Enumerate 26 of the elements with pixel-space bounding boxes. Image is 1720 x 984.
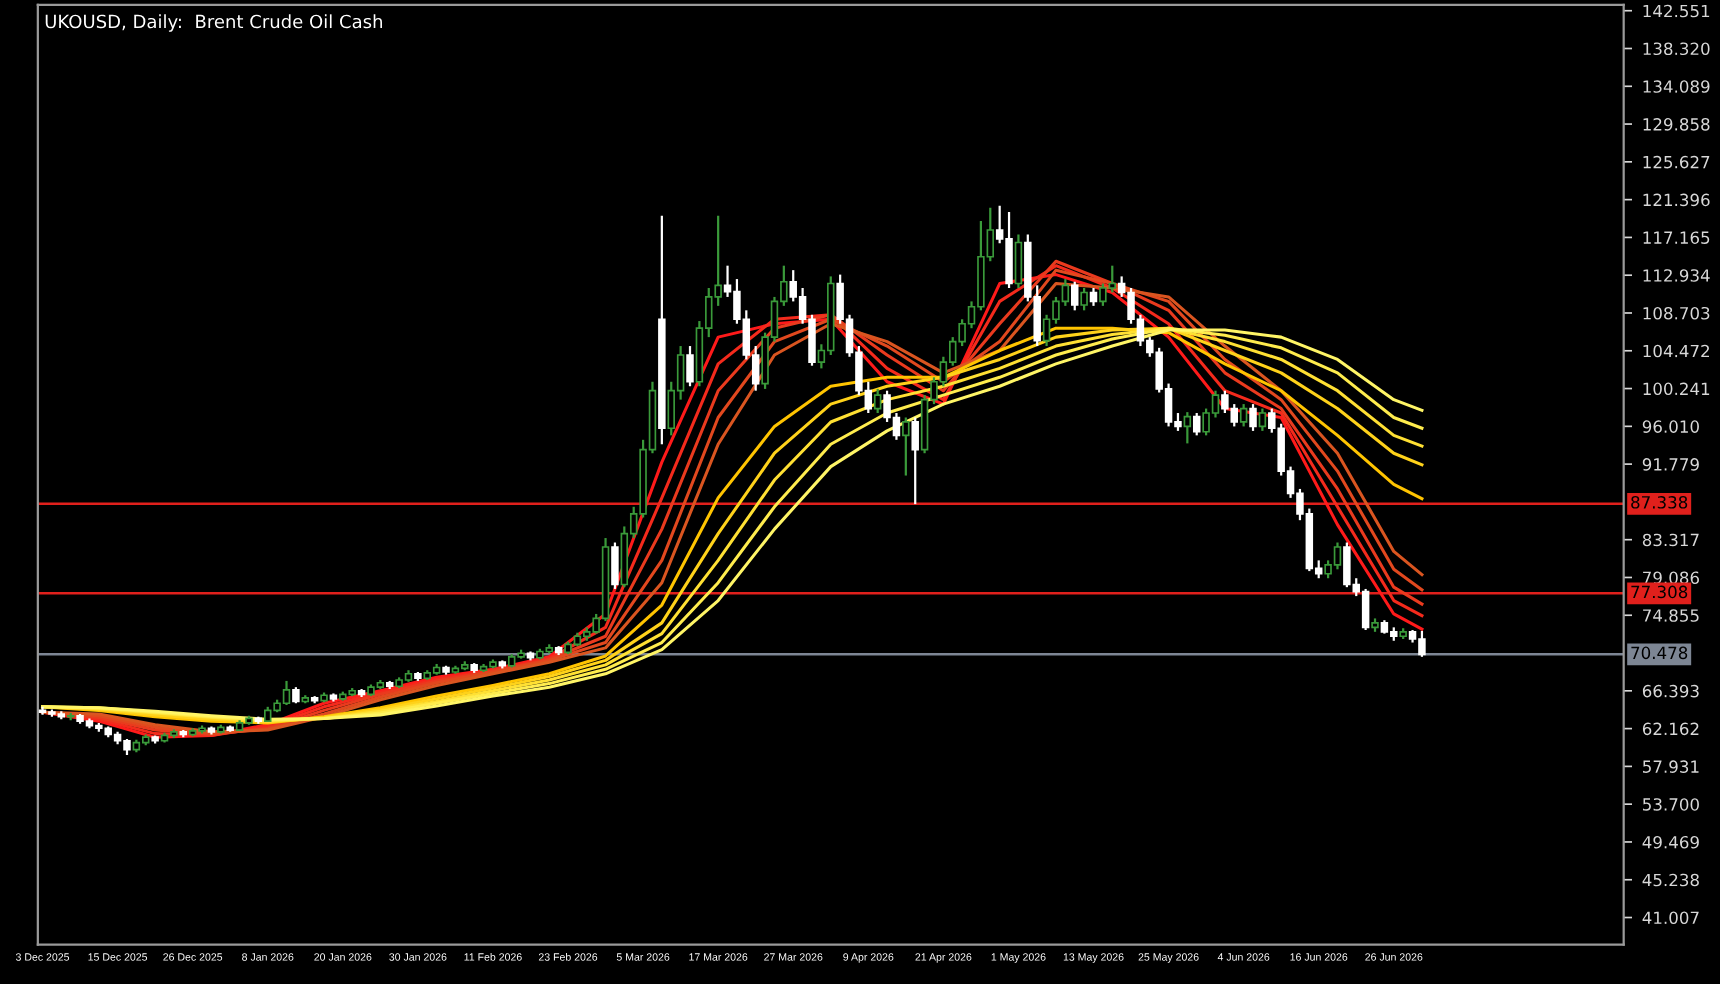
y-tick-label: 142.551 (1643, 4, 1710, 18)
y-tick-label: 45.238 (1642, 873, 1699, 887)
y-tick-label: 53.700 (1643, 798, 1699, 811)
y-tick-label: 83.317 (1642, 533, 1699, 547)
y-tick-label: 134.089 (1643, 80, 1710, 93)
y-tick-label: 66.393 (1642, 684, 1699, 698)
y-tick-label: 125.627 (1643, 155, 1710, 169)
y-tick-label: 100.241 (1643, 382, 1710, 396)
text: UKOUSD, Daily: Brent Crude Oil Cash (45, 14, 382, 32)
y-tick-label: 74.855 (1643, 609, 1699, 622)
y-tick-label: 104.472 (1643, 344, 1709, 358)
y-tick-label: 62.162 (1642, 722, 1699, 736)
y-tick-label: 108.703 (1643, 306, 1710, 320)
y-tick-label: 138.320 (1643, 42, 1710, 56)
ref-line-label: 70.478 (1631, 646, 1688, 660)
y-tick-label: 96.010 (1642, 420, 1699, 433)
y-tick-label: 49.469 (1642, 835, 1699, 849)
y-tick-label: 121.396 (1643, 193, 1710, 207)
y-tick-label: 41.007 (1642, 911, 1699, 925)
ref-line-label: 77.308 (1631, 585, 1688, 599)
y-tick-label: 112.934 (1643, 269, 1710, 282)
y-tick-label: 91.779 (1642, 458, 1699, 471)
ref-line-label: 87.338 (1631, 496, 1688, 509)
y-tick-label: 117.165 (1643, 231, 1710, 244)
y-tick-label: 129.858 (1643, 118, 1710, 131)
y-tick-label: 57.931 (1643, 760, 1699, 773)
